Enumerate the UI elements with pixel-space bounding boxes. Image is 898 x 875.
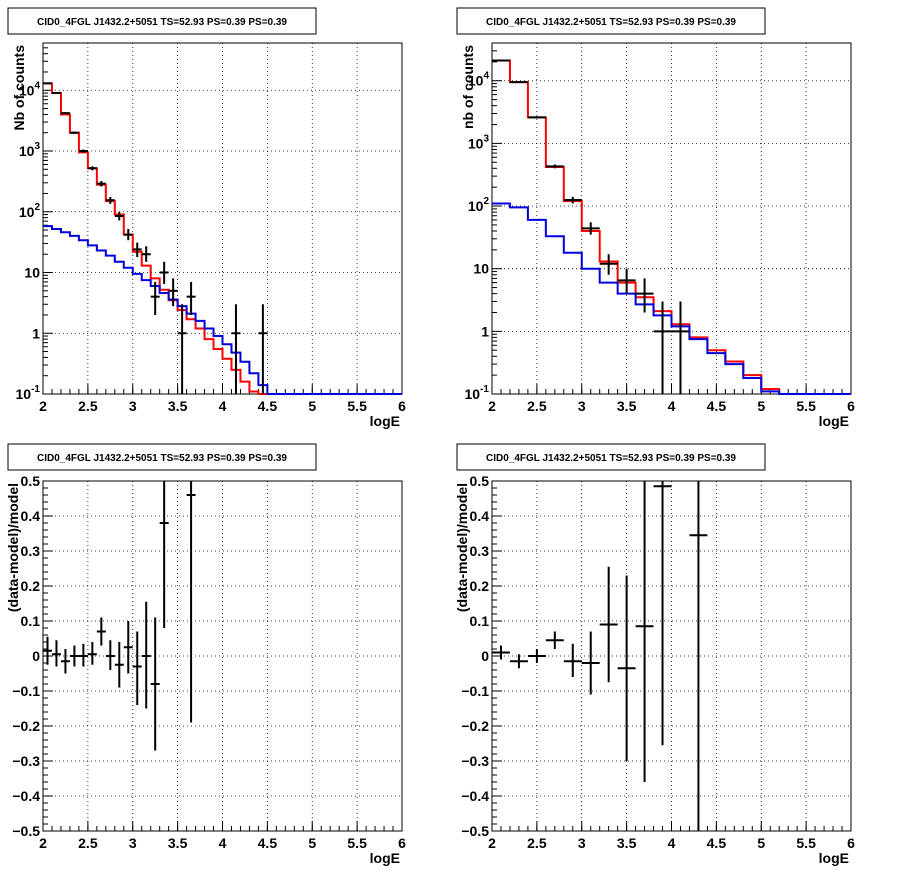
x-tick-label: 3 bbox=[578, 835, 586, 851]
x-tick-label: 5.5 bbox=[347, 398, 367, 414]
title-box bbox=[7, 7, 317, 35]
y-tick-label: 1 bbox=[32, 325, 40, 341]
y-tick-label: 103 bbox=[19, 141, 41, 159]
x-axis-label: logE bbox=[819, 413, 849, 429]
x-tick-label: 5.5 bbox=[347, 835, 367, 851]
x-tick-label: 3.5 bbox=[168, 835, 188, 851]
x-tick-label: 6 bbox=[398, 398, 406, 414]
chart-title: CID0_4FGL J1432.2+5051 TS=52.93 PS=0.39 … bbox=[37, 453, 287, 464]
y-tick-label: −0.1 bbox=[461, 683, 489, 699]
y-tick-label: 102 bbox=[19, 202, 41, 220]
y-tick-label: 104 bbox=[19, 80, 41, 98]
y-tick-label: −0.4 bbox=[461, 788, 489, 804]
x-tick-label: 5 bbox=[308, 398, 316, 414]
x-tick-label: 5 bbox=[308, 835, 316, 851]
x-tick-label: 4.5 bbox=[258, 398, 278, 414]
x-tick-label: 2.5 bbox=[78, 835, 98, 851]
x-tick-label: 3 bbox=[129, 398, 137, 414]
y-axis-label: (data-model)/model bbox=[454, 483, 470, 612]
x-tick-label: 3.5 bbox=[617, 835, 637, 851]
x-tick-label: 5 bbox=[757, 398, 765, 414]
x-tick-label: 3 bbox=[578, 398, 586, 414]
component-model-histogram bbox=[492, 202, 851, 395]
chart-panel-2: 2 2.5 3 3.5 4 4.5 5 5.5 6 10-1 1 10 102 103 104 CID0_4F… bbox=[456, 7, 855, 429]
chart-title: CID0_4FGL J1432.2+5051 TS=52.93 PS=0.39 … bbox=[37, 17, 287, 28]
y-tick-label: 10-1 bbox=[465, 384, 490, 402]
y-tick-label: 0.1 bbox=[21, 613, 41, 629]
chart-title: CID0_4FGL J1432.2+5051 TS=52.93 PS=0.39 … bbox=[486, 17, 736, 28]
y-tick-label: 0 bbox=[481, 648, 489, 664]
y-tick-label: 0.4 bbox=[470, 508, 490, 524]
x-tick-label: 3 bbox=[129, 835, 137, 851]
y-tick-label: −0.3 bbox=[12, 753, 40, 769]
x-axis-label: logE bbox=[370, 413, 400, 429]
x-tick-label: 5.5 bbox=[796, 835, 816, 851]
y-axis-label: (data-model)/model bbox=[5, 483, 21, 612]
chart-panel-4: 2 2.5 3 3.5 4 4.5 5 5.5 6 −0.5 −0.4 −0.3 −0.2 −0.1 0 0.… bbox=[454, 443, 855, 866]
y-tick-label: 1 bbox=[481, 323, 489, 339]
x-tick-label: 5 bbox=[757, 835, 765, 851]
x-tick-label: 6 bbox=[847, 835, 855, 851]
x-tick-label: 5.5 bbox=[796, 398, 816, 414]
plot-frame bbox=[42, 480, 403, 832]
x-tick-label: 4 bbox=[219, 398, 227, 414]
chart-panel-1: 2 2.5 3 3.5 4 4.5 5 5.5 6 10-1 1 10 102 103 104 CID0_4F… bbox=[7, 7, 406, 429]
y-tick-label: −0.2 bbox=[461, 718, 489, 734]
x-tick-label: 2.5 bbox=[527, 398, 547, 414]
y-tick-label: 0.1 bbox=[470, 613, 490, 629]
y-tick-label: 0.5 bbox=[470, 473, 490, 489]
chart-panel-3: 2 2.5 3 3.5 4 4.5 5 5.5 6 −0.5 −0.4 −0.3 −0.2 −0.1 0 0.… bbox=[5, 443, 406, 866]
y-tick-label: 102 bbox=[468, 196, 490, 214]
x-tick-label: 2 bbox=[39, 398, 47, 414]
x-tick-label: 2 bbox=[39, 835, 47, 851]
y-tick-label: 0 bbox=[32, 648, 40, 664]
x-tick-label: 4 bbox=[668, 398, 676, 414]
y-tick-label: 10 bbox=[24, 265, 40, 281]
y-tick-label: 0.3 bbox=[21, 543, 41, 559]
y-tick-label: 104 bbox=[468, 71, 490, 89]
x-axis-label: logE bbox=[370, 850, 400, 866]
title-box bbox=[7, 443, 317, 471]
x-tick-label: 4 bbox=[668, 835, 676, 851]
x-tick-label: 2.5 bbox=[78, 398, 98, 414]
x-tick-label: 4.5 bbox=[707, 398, 727, 414]
y-tick-label: 10 bbox=[473, 261, 489, 277]
y-axis-label: nb of counts bbox=[460, 45, 476, 129]
y-tick-label: −0.5 bbox=[12, 823, 40, 839]
title-box bbox=[456, 7, 766, 35]
x-tick-label: 3.5 bbox=[168, 398, 188, 414]
x-axis-label: logE bbox=[819, 850, 849, 866]
chart-title: CID0_4FGL J1432.2+5051 TS=52.93 PS=0.39 … bbox=[486, 453, 736, 464]
x-tick-label: 2.5 bbox=[527, 835, 547, 851]
y-tick-label: 0.5 bbox=[21, 473, 41, 489]
y-tick-label: 0.2 bbox=[21, 578, 41, 594]
x-tick-label: 4 bbox=[219, 835, 227, 851]
y-tick-label: −0.4 bbox=[12, 788, 40, 804]
title-box bbox=[456, 443, 766, 471]
x-tick-label: 4.5 bbox=[258, 835, 278, 851]
y-tick-label: −0.3 bbox=[461, 753, 489, 769]
y-tick-label: −0.2 bbox=[12, 718, 40, 734]
x-tick-label: 6 bbox=[847, 398, 855, 414]
y-axis-label: Nb of counts bbox=[11, 45, 27, 131]
y-tick-label: 103 bbox=[468, 133, 490, 151]
y-tick-label: 10-1 bbox=[16, 384, 41, 402]
plot-frame bbox=[491, 480, 852, 832]
x-tick-label: 6 bbox=[398, 835, 406, 851]
y-tick-label: −0.5 bbox=[461, 823, 489, 839]
x-tick-label: 2 bbox=[488, 835, 496, 851]
y-tick-label: −0.1 bbox=[12, 683, 40, 699]
y-tick-label: 0.2 bbox=[470, 578, 490, 594]
x-tick-label: 2 bbox=[488, 398, 496, 414]
x-tick-label: 3.5 bbox=[617, 398, 637, 414]
y-tick-label: 0.4 bbox=[21, 508, 41, 524]
x-tick-label: 4.5 bbox=[707, 835, 727, 851]
y-tick-label: 0.3 bbox=[470, 543, 490, 559]
